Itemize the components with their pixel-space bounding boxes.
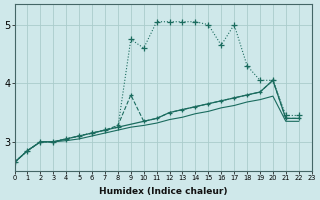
X-axis label: Humidex (Indice chaleur): Humidex (Indice chaleur): [99, 187, 228, 196]
